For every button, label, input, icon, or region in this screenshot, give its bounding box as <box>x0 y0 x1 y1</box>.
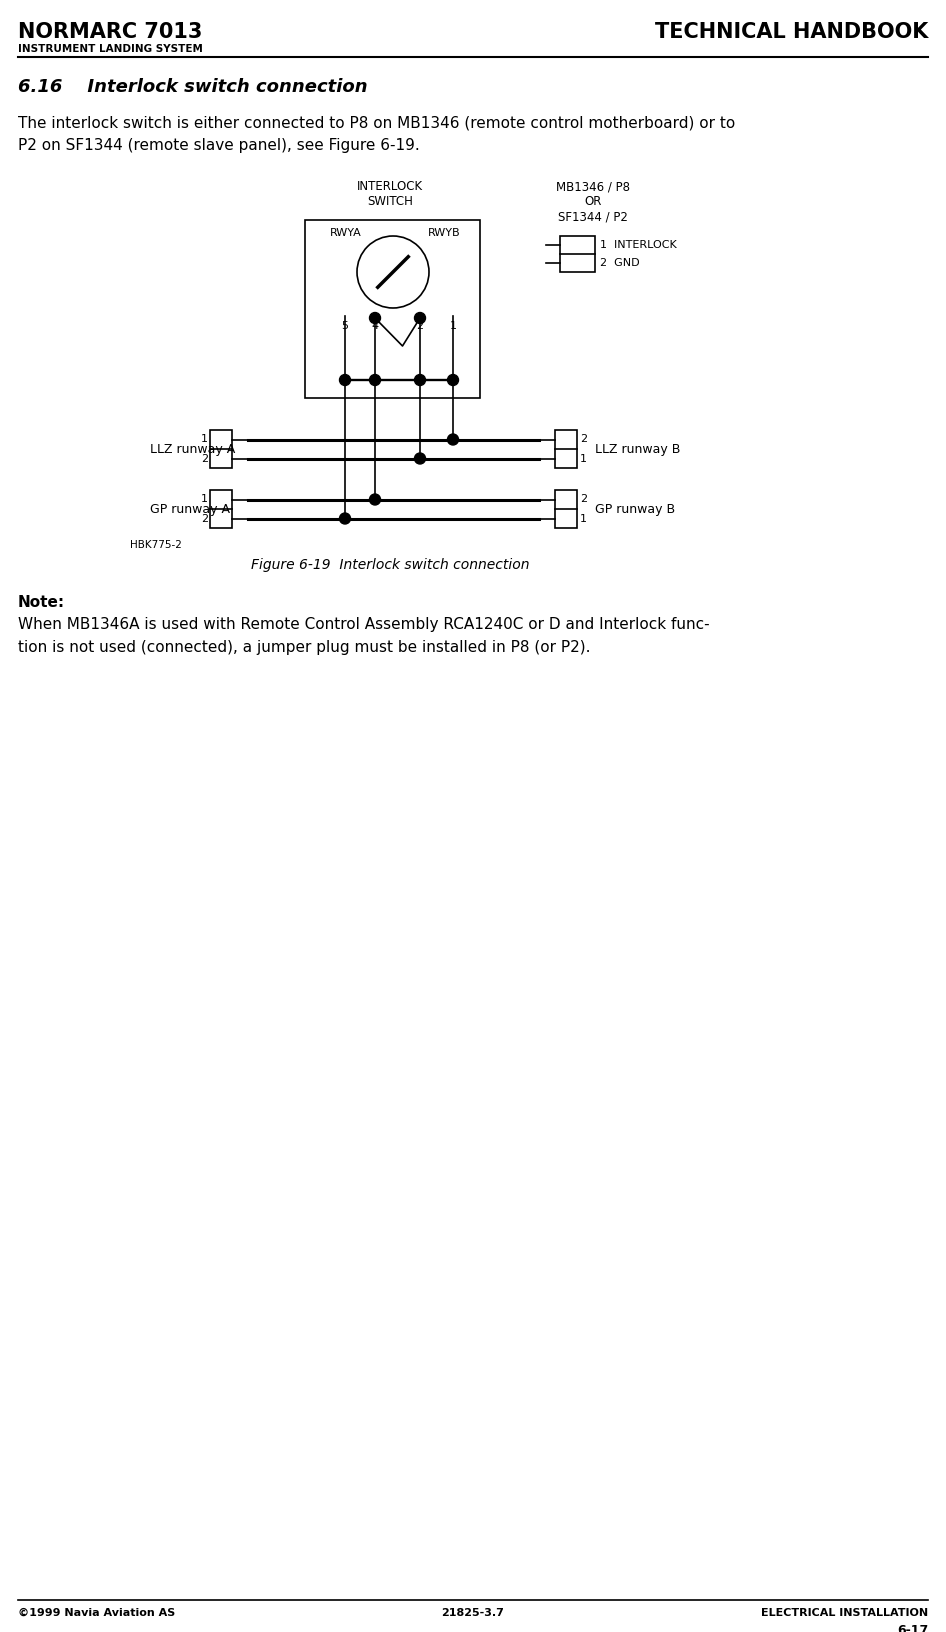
Text: 1: 1 <box>449 322 457 331</box>
Text: ELECTRICAL INSTALLATION: ELECTRICAL INSTALLATION <box>761 1608 928 1617</box>
Text: 1: 1 <box>580 454 587 463</box>
Text: INSTRUMENT LANDING SYSTEM: INSTRUMENT LANDING SYSTEM <box>18 44 202 54</box>
Text: 1: 1 <box>201 494 208 504</box>
Text: 2: 2 <box>580 494 587 504</box>
Text: RWYA: RWYA <box>330 228 361 238</box>
Text: OR: OR <box>585 194 602 207</box>
Circle shape <box>340 512 351 524</box>
Text: When MB1346A is used with Remote Control Assembly RCA1240C or D and Interlock fu: When MB1346A is used with Remote Control… <box>18 617 710 632</box>
Circle shape <box>414 312 426 323</box>
Text: SF1344 / P2: SF1344 / P2 <box>558 211 628 224</box>
Text: ©1999 Navia Aviation AS: ©1999 Navia Aviation AS <box>18 1608 175 1617</box>
Circle shape <box>370 494 380 504</box>
Circle shape <box>447 374 459 385</box>
Text: 1: 1 <box>580 514 587 524</box>
Text: TECHNICAL HANDBOOK: TECHNICAL HANDBOOK <box>655 21 928 42</box>
Text: 2  GND: 2 GND <box>600 258 639 268</box>
Text: GP runway A: GP runway A <box>150 503 230 516</box>
Text: NORMARC 7013: NORMARC 7013 <box>18 21 202 42</box>
Text: tion is not used (connected), a jumper plug must be installed in P8 (or P2).: tion is not used (connected), a jumper p… <box>18 640 590 654</box>
Text: 2: 2 <box>201 454 208 463</box>
Text: RWYB: RWYB <box>428 228 461 238</box>
Text: Figure 6-19  Interlock switch connection: Figure 6-19 Interlock switch connection <box>251 558 529 571</box>
Text: 2: 2 <box>416 322 424 331</box>
Text: 21825-3.7: 21825-3.7 <box>442 1608 504 1617</box>
Text: 6-17: 6-17 <box>897 1624 928 1632</box>
Text: INTERLOCK: INTERLOCK <box>357 180 423 193</box>
Text: GP runway B: GP runway B <box>595 503 675 516</box>
Text: LLZ runway B: LLZ runway B <box>595 442 680 455</box>
Text: HBK775-2: HBK775-2 <box>130 540 182 550</box>
Circle shape <box>340 374 351 385</box>
Text: LLZ runway A: LLZ runway A <box>150 442 236 455</box>
Text: 6.16    Interlock switch connection: 6.16 Interlock switch connection <box>18 78 368 96</box>
Text: 1  INTERLOCK: 1 INTERLOCK <box>600 240 676 250</box>
Circle shape <box>414 454 426 463</box>
Circle shape <box>370 312 380 323</box>
Circle shape <box>370 374 380 385</box>
Text: P2 on SF1344 (remote slave panel), see Figure 6-19.: P2 on SF1344 (remote slave panel), see F… <box>18 139 420 153</box>
Circle shape <box>414 374 426 385</box>
Text: 2: 2 <box>201 514 208 524</box>
Text: 4: 4 <box>372 322 378 331</box>
Circle shape <box>447 434 459 446</box>
Circle shape <box>357 237 429 308</box>
Text: Note:: Note: <box>18 596 65 610</box>
Text: 2: 2 <box>580 434 587 444</box>
Text: 5: 5 <box>342 322 348 331</box>
Text: The interlock switch is either connected to P8 on MB1346 (remote control motherb: The interlock switch is either connected… <box>18 114 735 131</box>
Text: MB1346 / P8: MB1346 / P8 <box>556 180 630 193</box>
Text: SWITCH: SWITCH <box>367 194 413 207</box>
Text: 1: 1 <box>201 434 208 444</box>
